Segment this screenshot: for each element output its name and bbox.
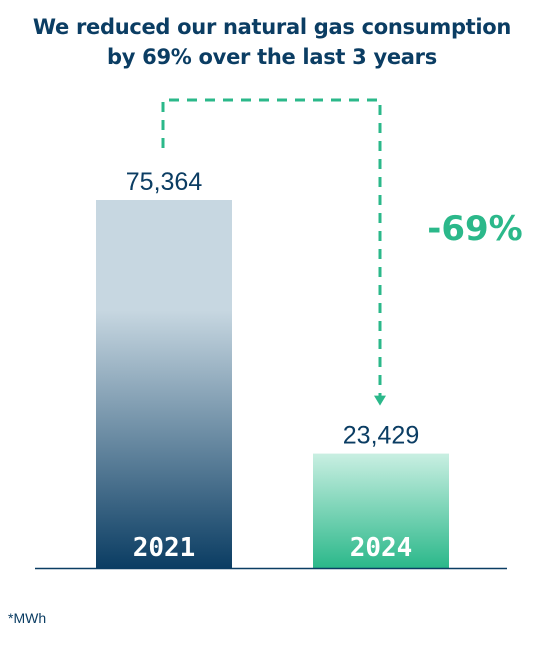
- value-label-2024: 23,429: [343, 422, 419, 450]
- chart-title-line-2: by 69% over the last 3 years: [107, 45, 437, 69]
- chart-title-line-1: We reduced our natural gas consumption: [32, 15, 512, 39]
- unit-footnote: *MWh: [8, 610, 47, 626]
- bar-2024: [313, 453, 449, 568]
- dashed-arrow-line: [161, 98, 382, 402]
- category-label-2021: 2021: [133, 533, 196, 563]
- bar-2021: [96, 200, 232, 568]
- change-percent-label: -69%: [427, 209, 523, 249]
- chart-title: We reduced our natural gas consumption b…: [0, 12, 544, 72]
- change-connector: -69%: [161, 98, 523, 406]
- category-label-2024: 2024: [350, 533, 413, 563]
- arrowhead-icon: [374, 395, 386, 406]
- bars-group: [96, 200, 449, 568]
- labels-group: 75,364 2021 23,429 2024: [126, 168, 419, 563]
- value-label-2021: 75,364: [126, 168, 203, 196]
